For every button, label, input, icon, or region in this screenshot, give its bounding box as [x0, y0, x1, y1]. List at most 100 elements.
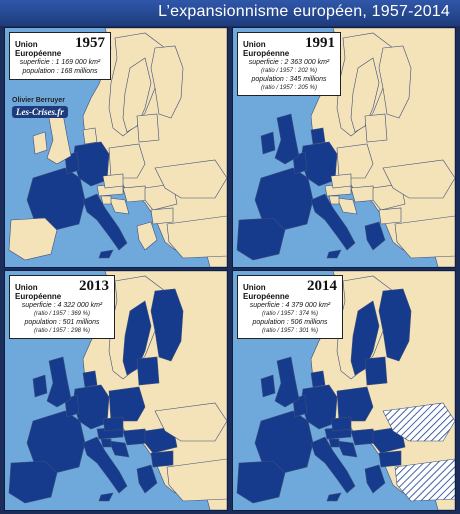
country-it-shape: [310, 436, 356, 502]
population-text: population : 345 millions: [251, 76, 327, 83]
country-tr-shape: [166, 215, 227, 259]
country-ie-shape: [32, 131, 48, 155]
country-se-shape: [122, 300, 152, 376]
country-hr-shape: [336, 197, 358, 215]
country-bg-shape: [150, 207, 174, 225]
country-baltics-shape: [364, 356, 388, 386]
population-ratio: (ratio / 1957 : 301 %): [261, 328, 319, 334]
population-ratio: (ratio / 1957 : 205 %): [260, 85, 318, 91]
surface-text: superficie : 1 169 000 km²: [19, 59, 101, 66]
country-gr-shape: [364, 464, 386, 494]
country-baltics-shape: [364, 113, 388, 143]
country-gr-shape: [136, 464, 158, 494]
country-dk-shape: [82, 127, 98, 145]
union-label: Union Européenne: [15, 40, 62, 58]
map-panel-1957: Union Européenne 1957 superficie : 1 169…: [4, 27, 228, 268]
country-ie-shape: [32, 374, 48, 398]
year-label: 1957: [75, 35, 105, 51]
info-box: Union Européenne 1957 superficie : 1 169…: [9, 32, 111, 80]
country-hr-shape: [336, 440, 358, 458]
country-uk-shape: [46, 356, 72, 408]
map-panel-2013: Union Européenne 2013 superficie : 4 322…: [4, 270, 228, 511]
country-se-shape: [350, 300, 380, 376]
population-text: population : 501 millions: [24, 319, 100, 326]
country-iberia-shape: [8, 217, 58, 261]
map-panel-2014: Union Européenne 2014 superficie : 4 379…: [232, 270, 456, 511]
country-hr-shape: [108, 197, 130, 215]
info-box: Union Européenne 2014 superficie : 4 379…: [237, 275, 343, 339]
country-ua-shape: [154, 159, 227, 199]
country-uk-shape: [46, 113, 72, 165]
title-bar: L’expansionnisme européen, 1957-2014: [0, 0, 460, 26]
country-si-shape: [328, 195, 340, 205]
population-text: population : 168 millions: [22, 68, 98, 75]
credit-block: Olivier Berruyer Les-Crises.fr: [12, 97, 68, 118]
country-pl-shape: [336, 143, 374, 179]
site-logo[interactable]: Les-Crises.fr: [12, 106, 68, 118]
country-dk-shape: [310, 127, 326, 145]
country-si-shape: [100, 195, 112, 205]
year-label: 2014: [307, 278, 337, 294]
country-cz-shape: [102, 173, 124, 189]
country-it-shape: [310, 193, 356, 259]
author-name: Olivier Berruyer: [12, 97, 65, 104]
surface-text: superficie : 2 363 000 km²: [248, 59, 330, 66]
surface-ratio: (ratio / 1957 : 369 %): [33, 311, 91, 317]
map-panel-1991: Union Européenne 1991 superficie : 2 363…: [232, 27, 456, 268]
country-fi-shape: [378, 288, 412, 362]
country-pl-shape: [336, 386, 374, 422]
country-uk-shape: [274, 356, 300, 408]
country-bg-shape: [150, 450, 174, 468]
europe-map: [236, 271, 455, 510]
country-baltics-shape: [136, 356, 160, 386]
country-cz-shape: [330, 416, 352, 432]
union-label: Union Européenne: [243, 283, 290, 301]
country-tr-shape: [394, 215, 455, 259]
country-tr-shape: [166, 458, 227, 502]
info-box: Union Européenne 1991 superficie : 2 363…: [237, 32, 341, 96]
europe-map: [236, 28, 455, 267]
country-se-shape: [122, 57, 152, 133]
page-title: L’expansionnisme européen, 1957-2014: [158, 3, 450, 20]
country-pl-shape: [108, 386, 146, 422]
country-fi-shape: [150, 45, 184, 119]
year-label: 1991: [305, 35, 335, 51]
population-text: population : 506 millions: [252, 319, 328, 326]
country-baltics-shape: [136, 113, 160, 143]
country-iberia-shape: [236, 217, 286, 261]
info-box: Union Européenne 2013 superficie : 4 322…: [9, 275, 115, 339]
country-ua-shape: [382, 159, 455, 199]
country-si-shape: [100, 438, 112, 448]
country-pl-shape: [108, 143, 146, 179]
country-it-shape: [82, 436, 128, 502]
country-dk-shape: [310, 370, 326, 388]
country-ua-shape: [154, 402, 227, 442]
surface-ratio: (ratio / 1957 : 374 %): [261, 311, 319, 317]
year-label: 2013: [79, 278, 109, 294]
country-iberia-shape: [8, 460, 58, 504]
country-si-shape: [328, 438, 340, 448]
europe-map: [8, 28, 227, 267]
country-dk-shape: [82, 370, 98, 388]
country-ie-shape: [260, 131, 276, 155]
surface-text: superficie : 4 379 000 km²: [249, 302, 331, 309]
population-ratio: (ratio / 1957 : 298 %): [33, 328, 91, 334]
country-gr-shape: [136, 221, 158, 251]
country-gr-shape: [364, 221, 386, 251]
union-label: Union Européenne: [15, 283, 62, 301]
country-hr-shape: [108, 440, 130, 458]
country-fi-shape: [150, 288, 184, 362]
country-uk-shape: [274, 113, 300, 165]
union-label: Union Européenne: [243, 40, 290, 58]
country-tr-shape: [394, 458, 455, 502]
surface-ratio: (ratio / 1957 : 202 %): [260, 68, 318, 74]
country-bg-shape: [378, 207, 402, 225]
country-iberia-shape: [236, 460, 286, 504]
country-ua-shape: [382, 402, 455, 442]
country-cz-shape: [330, 173, 352, 189]
country-bg-shape: [378, 450, 402, 468]
country-se-shape: [350, 57, 380, 133]
surface-text: superficie : 4 322 000 km²: [21, 302, 103, 309]
country-it-shape: [82, 193, 128, 259]
country-ie-shape: [260, 374, 276, 398]
